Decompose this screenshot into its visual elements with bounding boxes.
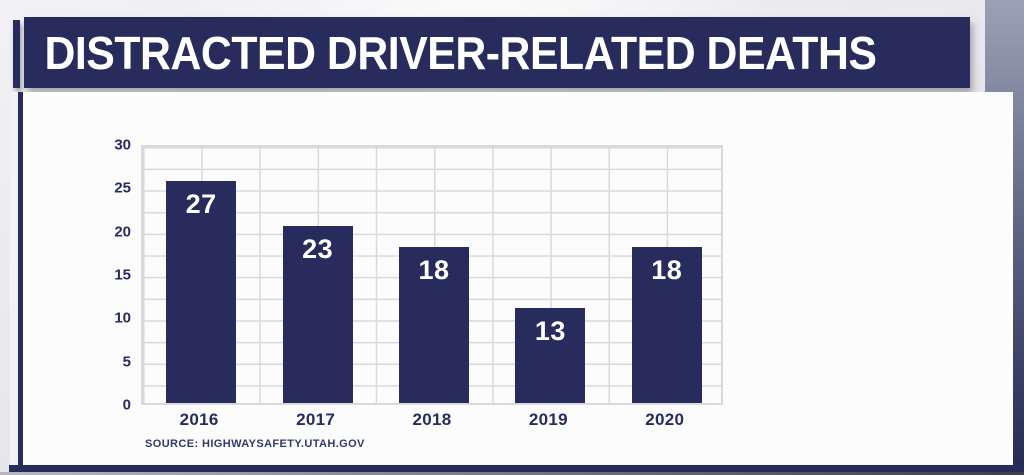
y-axis-label-0: 0: [122, 396, 131, 414]
bar-2016: 27: [166, 181, 237, 403]
title-bar: DISTRACTED DRIVER-RELATED DEATHS: [24, 17, 970, 88]
x-axis-label-2020: 2020: [645, 410, 685, 429]
y-axis-label-20: 20: [114, 223, 131, 241]
card-left-accent-line: [18, 92, 23, 472]
page-title: DISTRACTED DRIVER-RELATED DEATHS: [44, 26, 877, 79]
x-axis-label-2017: 2017: [296, 410, 336, 429]
bar-2018: 18: [399, 246, 469, 403]
bar-value-label: 13: [534, 316, 566, 347]
chart-card: 27 23 18 13 18 SOURCE: HIGHWAYSAFETY.UTAH.GO…: [23, 92, 1013, 465]
x-axis-label-2016: 2016: [179, 410, 219, 429]
title-accent-bar: [13, 20, 20, 88]
y-axis-label-10: 10: [114, 309, 131, 327]
y-axis-label-5: 5: [122, 353, 131, 371]
bar-2019: 13: [515, 308, 586, 403]
source-caption: SOURCE: HIGHWAYSAFETY.UTAH.GOV: [145, 438, 365, 450]
y-axis-label-15: 15: [114, 266, 131, 284]
y-axis-label-30: 30: [114, 136, 131, 154]
x-axis-label-2019: 2019: [528, 410, 568, 429]
bar-value-label: 23: [302, 233, 334, 264]
bottom-navy-band: [9, 465, 1024, 472]
bar-value-label: 18: [418, 254, 450, 285]
bar-2020: 18: [631, 246, 702, 403]
bottom-shadow-strip: [0, 472, 1024, 475]
bar-value-label: 18: [651, 254, 683, 285]
card-left-edge-strip: [10, 92, 18, 472]
y-axis-label-25: 25: [114, 179, 131, 197]
plot-area: 27 23 18 13 18: [141, 145, 723, 405]
bar-2017: 23: [282, 225, 353, 403]
bar-value-label: 27: [185, 189, 217, 220]
x-axis-label-2018: 2018: [412, 410, 452, 429]
